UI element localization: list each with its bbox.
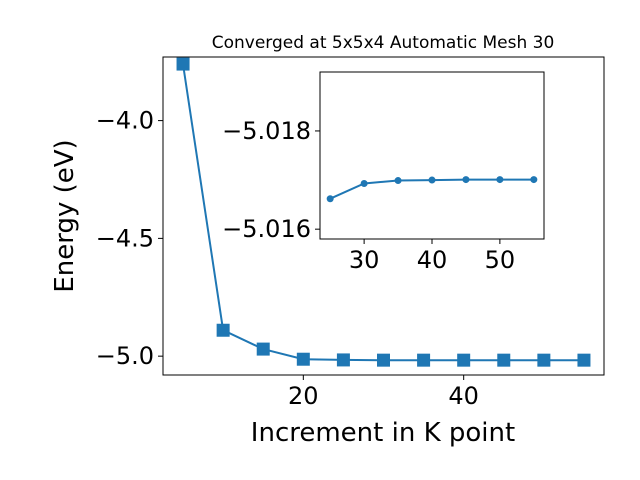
main-y-tick-label: −4.0 <box>96 107 154 135</box>
main-data-point <box>417 353 431 367</box>
inset-x-axis: 30 40 50 <box>349 239 515 274</box>
y-axis-label: Energy (eV) <box>50 139 80 292</box>
main-data-point <box>176 57 190 71</box>
inset-plot-frame <box>319 71 545 240</box>
main-data-point <box>256 342 270 356</box>
main-series-points <box>176 57 591 367</box>
inset-y-axis: −5.018 −5.016 <box>222 117 320 243</box>
inset-data-point <box>360 179 368 187</box>
inset-series-points <box>326 176 538 203</box>
main-data-point <box>296 352 310 366</box>
inset-data-point <box>326 195 334 203</box>
main-x-tick-label: 40 <box>448 382 479 410</box>
main-x-axis: 20 40 <box>288 375 479 410</box>
inset-data-point <box>394 177 402 185</box>
main-y-tick-label: −5.0 <box>96 342 154 370</box>
inset-x-tick-label: 30 <box>349 246 380 274</box>
main-y-tick-label: −4.5 <box>96 224 154 252</box>
main-data-point <box>577 353 591 367</box>
chart-title: Converged at 5x5x4 Automatic Mesh 30 <box>212 33 555 53</box>
main-plot-frame <box>162 56 605 376</box>
main-data-point <box>537 353 551 367</box>
inset-y-tick-label: −5.016 <box>222 215 311 243</box>
inset-y-tick-label: −5.018 <box>222 117 311 145</box>
main-data-point <box>377 353 390 367</box>
main-data-point <box>216 323 230 337</box>
x-axis-label: Increment in K point <box>251 418 515 448</box>
inset-plot-area <box>320 72 544 239</box>
main-y-axis: −4.0 −4.5 −5.0 <box>96 107 163 370</box>
inset-data-point <box>530 176 538 184</box>
inset-x-tick-label: 40 <box>417 246 448 274</box>
inset-chart: 30 40 50 −5.018 −5.016 <box>222 71 545 274</box>
main-data-point <box>336 353 350 367</box>
inset-data-point <box>462 176 470 184</box>
inset-x-tick-label: 50 <box>485 246 516 274</box>
main-x-tick-label: 20 <box>288 382 319 410</box>
main-data-point <box>457 353 471 367</box>
main-data-point <box>497 353 511 367</box>
inset-data-point <box>496 176 504 184</box>
inset-data-point <box>428 176 436 184</box>
